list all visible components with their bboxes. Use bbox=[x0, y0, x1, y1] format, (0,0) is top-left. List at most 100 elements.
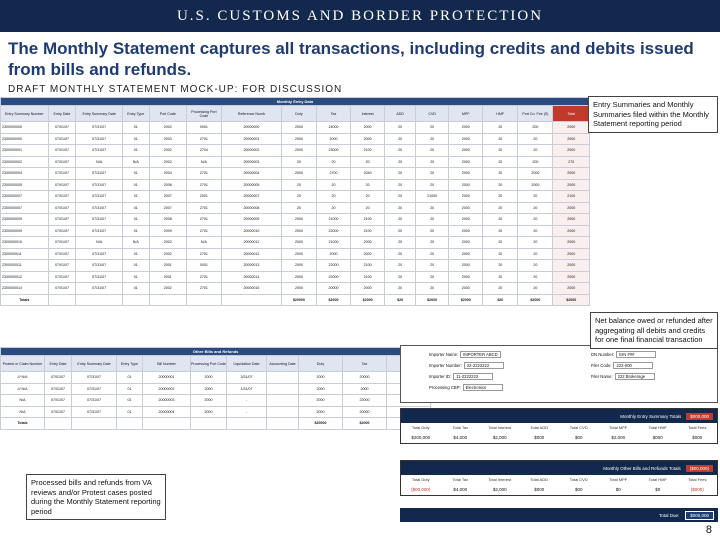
table-cell: 01 bbox=[121, 132, 150, 145]
table-cell: 20 bbox=[384, 132, 417, 145]
table-row: 2300000000 07/01/07 07/31/07 01 2003 2701 2000… bbox=[0, 132, 590, 145]
table-cell: 20000004 bbox=[220, 167, 282, 180]
column-header: Reference Numb bbox=[220, 105, 282, 122]
empty-cell bbox=[220, 293, 282, 306]
table-cell: 07/31/07 bbox=[75, 201, 123, 214]
table-cell: 07/01/07 bbox=[47, 236, 77, 249]
table-cell: 07/31/07 bbox=[75, 259, 123, 272]
column-header: Entry Summary Date bbox=[75, 105, 123, 122]
table-cell: 20000007 bbox=[220, 190, 282, 203]
panel-value: $000 bbox=[534, 486, 545, 492]
table-cell: 07/31/07 bbox=[75, 167, 123, 180]
total-due-bar: Total Due: $000,000 bbox=[400, 508, 718, 522]
table-cell: 2000 bbox=[280, 144, 318, 157]
empty-cell bbox=[190, 417, 227, 430]
table-cell: 2006 bbox=[148, 178, 187, 191]
table-cell: 2008 bbox=[148, 213, 187, 226]
table-cell: 20000003 bbox=[142, 394, 191, 407]
table-cell: 200 bbox=[517, 121, 554, 134]
table-cell: 20 bbox=[384, 270, 417, 283]
table-cell: 20 bbox=[415, 167, 450, 180]
table-cell: 2000 bbox=[298, 405, 343, 418]
column-header: CVD bbox=[415, 105, 450, 122]
empty-cell bbox=[71, 417, 117, 430]
table-cell: 20000002 bbox=[220, 144, 282, 157]
table-cell: 2000 bbox=[280, 224, 318, 237]
table-cell: N/A bbox=[0, 394, 45, 407]
panel-value: $000 bbox=[652, 434, 663, 440]
table-cell: 2000 bbox=[448, 236, 484, 249]
table-cell: 2300000007 bbox=[0, 201, 49, 214]
table-cell: 2000 bbox=[552, 236, 590, 249]
table-cell: 20 bbox=[315, 201, 352, 214]
table-cell: 07/01/07 bbox=[44, 405, 72, 418]
table-cell: 20 bbox=[384, 167, 417, 180]
table-cell: 20 bbox=[415, 121, 450, 134]
table-cell: 20000002 bbox=[142, 382, 191, 395]
entry-totals-grid: Total Duty Total Tax Total Interest Total A… bbox=[401, 423, 717, 443]
table-cell: 20000011 bbox=[220, 236, 282, 249]
page-number: 8 bbox=[705, 524, 712, 536]
table-cell: 2000 bbox=[350, 121, 386, 134]
panel-value: $000 bbox=[692, 434, 703, 440]
filer-code-row: Filer Code: 222-000 bbox=[591, 362, 654, 369]
total-due-label: Total Due: bbox=[658, 512, 680, 518]
table-cell: 01 bbox=[121, 178, 150, 191]
table-cell: 20 bbox=[482, 236, 519, 249]
table-cell: 2000 bbox=[280, 236, 318, 249]
table-cell: 2701 bbox=[185, 282, 222, 295]
table-cell: 20 bbox=[384, 144, 417, 157]
total-value: $2000 bbox=[342, 417, 387, 430]
table-cell: 20 bbox=[517, 282, 554, 295]
table-cell: 20 bbox=[350, 178, 386, 191]
table-cell: 20000 bbox=[342, 405, 387, 418]
table-cell: 07/01/07 bbox=[44, 382, 72, 395]
table-cell: 07/31/07 bbox=[71, 405, 117, 418]
table-cell: 2300000001 bbox=[0, 144, 49, 157]
table-cell: 2300000012 bbox=[0, 270, 49, 283]
table-cell: 20000001 bbox=[142, 371, 191, 384]
table-cell: 2000 bbox=[448, 167, 484, 180]
table-cell: 2701 bbox=[185, 201, 222, 214]
table-cell: 2100 bbox=[350, 259, 386, 272]
table-cell: 20 bbox=[482, 155, 519, 168]
table-cell: 2701 bbox=[185, 247, 222, 260]
callout-processed-bills: Processed bills and refunds from VA revi… bbox=[26, 474, 166, 520]
table-cell: 07/01/07 bbox=[47, 282, 77, 295]
table-row: /// N/A 07/01/07 07/31/07 01 20000002 2000 1/3… bbox=[0, 382, 432, 395]
table-row: 2300000007 07/01/07 07/31/07 01 2007 2001 2000… bbox=[0, 190, 590, 203]
column-header: Duty bbox=[298, 355, 343, 372]
panel-value: $000 bbox=[534, 434, 545, 440]
table-cell: 3/31/07 bbox=[226, 371, 267, 384]
table-cell: 2002 bbox=[148, 247, 187, 260]
table-cell: 21000 bbox=[415, 190, 450, 203]
column-header: Port Code bbox=[148, 105, 187, 122]
panel-value: $4,000 bbox=[453, 486, 468, 492]
table-cell: 2000 bbox=[448, 144, 484, 157]
table-cell: 2000 bbox=[190, 394, 227, 407]
table-cell: 07/01/07 bbox=[47, 247, 77, 260]
table-cell: 20 bbox=[415, 270, 450, 283]
entry-totals-amount: $000,000 bbox=[686, 412, 713, 420]
table-cell: 20 bbox=[482, 224, 519, 237]
column-header: Entry Date bbox=[47, 105, 77, 122]
table-cell: 20 bbox=[350, 155, 386, 168]
panel-value: $2,000 bbox=[492, 486, 507, 492]
table-row: 2300000009 07/01/07 07/31/07 01 2009 2701 2000… bbox=[0, 224, 590, 237]
column-header: Entry Summary Date bbox=[71, 355, 117, 372]
table-cell: 20 bbox=[517, 190, 554, 203]
table-cell: 07/31/07 bbox=[75, 144, 123, 157]
table-row: 2300000004 07/01/07 07/31/07 01 2004 2701 2000… bbox=[0, 167, 590, 180]
table-cell: 2000 bbox=[448, 224, 484, 237]
table-cell: 2000 bbox=[552, 121, 590, 134]
table-cell: 2000 bbox=[280, 282, 318, 295]
table-cell: 20 bbox=[280, 190, 318, 203]
table-cell: 20 bbox=[384, 201, 417, 214]
column-header: ADD bbox=[384, 105, 417, 122]
column-header: Processing Port Code bbox=[190, 355, 227, 372]
table-cell: 20 bbox=[415, 144, 450, 157]
table-row: 2300000007 07/01/07 07/31/07 01 2007 2701 2000… bbox=[0, 201, 590, 214]
table-cell: 20000000 bbox=[220, 121, 282, 134]
table-cell: 2001 bbox=[185, 190, 222, 203]
panel-header: Total MPF bbox=[609, 476, 628, 482]
